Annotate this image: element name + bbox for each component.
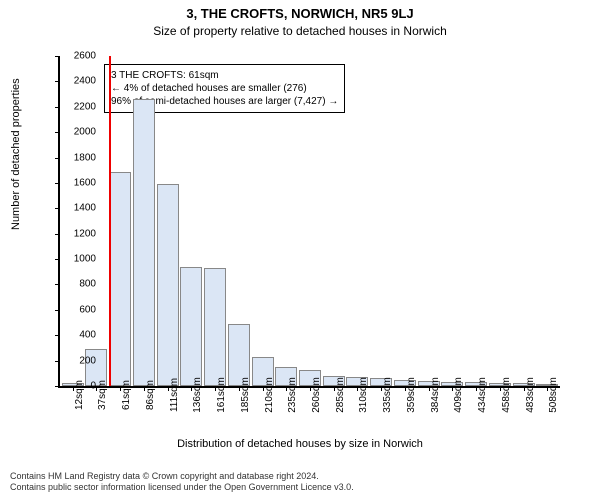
y-tick-label: 2400 [56,76,96,87]
plot-area: 3 THE CROFTS: 61sqm ← 4% of detached hou… [58,56,560,388]
y-tick-label: 800 [56,279,96,290]
y-tick-label: 400 [56,330,96,341]
chart-container: 3, THE CROFTS, NORWICH, NR5 9LJ Size of … [0,0,600,500]
x-tick-label: 161sqm [216,377,227,413]
histogram-bar [180,267,202,386]
x-tick-label: 61sqm [121,380,132,410]
footer-line-1: Contains HM Land Registry data © Crown c… [10,471,354,483]
footer-line-2: Contains public sector information licen… [10,482,354,494]
footer-attribution: Contains HM Land Registry data © Crown c… [10,471,354,494]
x-tick-label: 111sqm [169,378,180,412]
histogram-bar [109,172,131,387]
x-tick-label: 37sqm [97,380,108,410]
x-tick-label: 136sqm [192,377,203,413]
x-tick-label: 434sqm [477,377,488,413]
y-tick-label: 1800 [56,152,96,163]
y-tick-label: 2600 [56,51,96,62]
x-tick-label: 260sqm [311,377,322,413]
histogram-bar [204,268,226,386]
y-tick-label: 1200 [56,228,96,239]
page-title: 3, THE CROFTS, NORWICH, NR5 9LJ [0,6,600,21]
annotation-line-1: 3 THE CROFTS: 61sqm [111,69,338,82]
x-tick-label: 12sqm [74,380,85,410]
y-tick-label: 600 [56,304,96,315]
y-axis-label: Number of detached properties [10,78,22,230]
property-marker-line [109,56,111,386]
x-tick-label: 359sqm [406,377,417,413]
y-tick-label: 1000 [56,254,96,265]
x-tick-label: 458sqm [501,377,512,413]
x-tick-label: 185sqm [240,377,251,413]
x-tick-label: 210sqm [264,377,275,413]
y-tick-label: 1400 [56,203,96,214]
y-tick-label: 2200 [56,101,96,112]
x-tick-label: 409sqm [453,377,464,413]
page-subtitle: Size of property relative to detached ho… [0,24,600,38]
x-tick-label: 285sqm [335,377,346,413]
y-tick-label: 2000 [56,127,96,138]
x-tick-label: 310sqm [358,377,369,413]
x-axis-label: Distribution of detached houses by size … [0,438,600,450]
x-tick-label: 235sqm [287,377,298,413]
x-tick-label: 335sqm [382,377,393,413]
chart-area: 3 THE CROFTS: 61sqm ← 4% of detached hou… [58,56,558,416]
histogram-bar [157,184,179,386]
annotation-line-2: ← 4% of detached houses are smaller (276… [111,82,338,95]
x-tick-label: 483sqm [525,377,536,413]
y-tick-label: 200 [56,355,96,366]
x-tick-label: 508sqm [548,377,559,413]
x-tick-label: 86sqm [145,380,156,410]
histogram-bar [133,99,155,386]
y-tick-label: 1600 [56,177,96,188]
x-tick-label: 384sqm [430,377,441,413]
